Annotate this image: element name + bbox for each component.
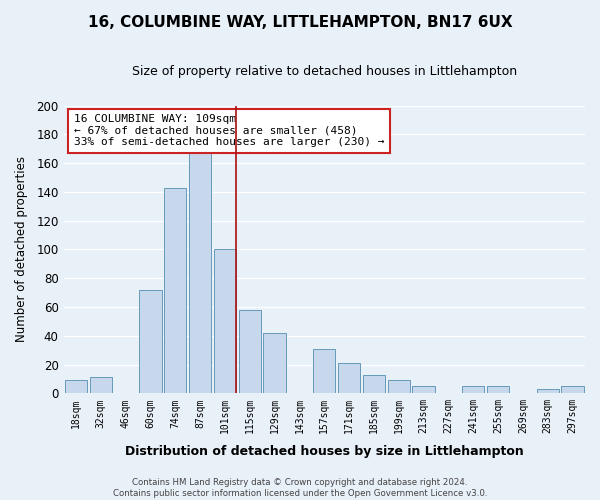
Bar [313,348,335,394]
Bar [562,386,584,394]
Bar [89,378,112,394]
Bar [412,386,435,394]
Bar [214,250,236,394]
Text: 16, COLUMBINE WAY, LITTLEHAMPTON, BN17 6UX: 16, COLUMBINE WAY, LITTLEHAMPTON, BN17 6… [88,15,512,30]
Bar [462,386,484,394]
Bar [139,290,161,394]
Text: Contains HM Land Registry data © Crown copyright and database right 2024.
Contai: Contains HM Land Registry data © Crown c… [113,478,487,498]
Y-axis label: Number of detached properties: Number of detached properties [15,156,28,342]
Bar [164,188,187,394]
Title: Size of property relative to detached houses in Littlehampton: Size of property relative to detached ho… [132,65,517,78]
Bar [189,152,211,394]
Bar [363,374,385,394]
Text: 16 COLUMBINE WAY: 109sqm
← 67% of detached houses are smaller (458)
33% of semi-: 16 COLUMBINE WAY: 109sqm ← 67% of detach… [74,114,385,148]
Bar [65,380,87,394]
Bar [338,363,360,394]
Bar [263,333,286,394]
X-axis label: Distribution of detached houses by size in Littlehampton: Distribution of detached houses by size … [125,444,524,458]
Bar [487,386,509,394]
Bar [536,389,559,394]
Bar [239,310,261,394]
Bar [388,380,410,394]
